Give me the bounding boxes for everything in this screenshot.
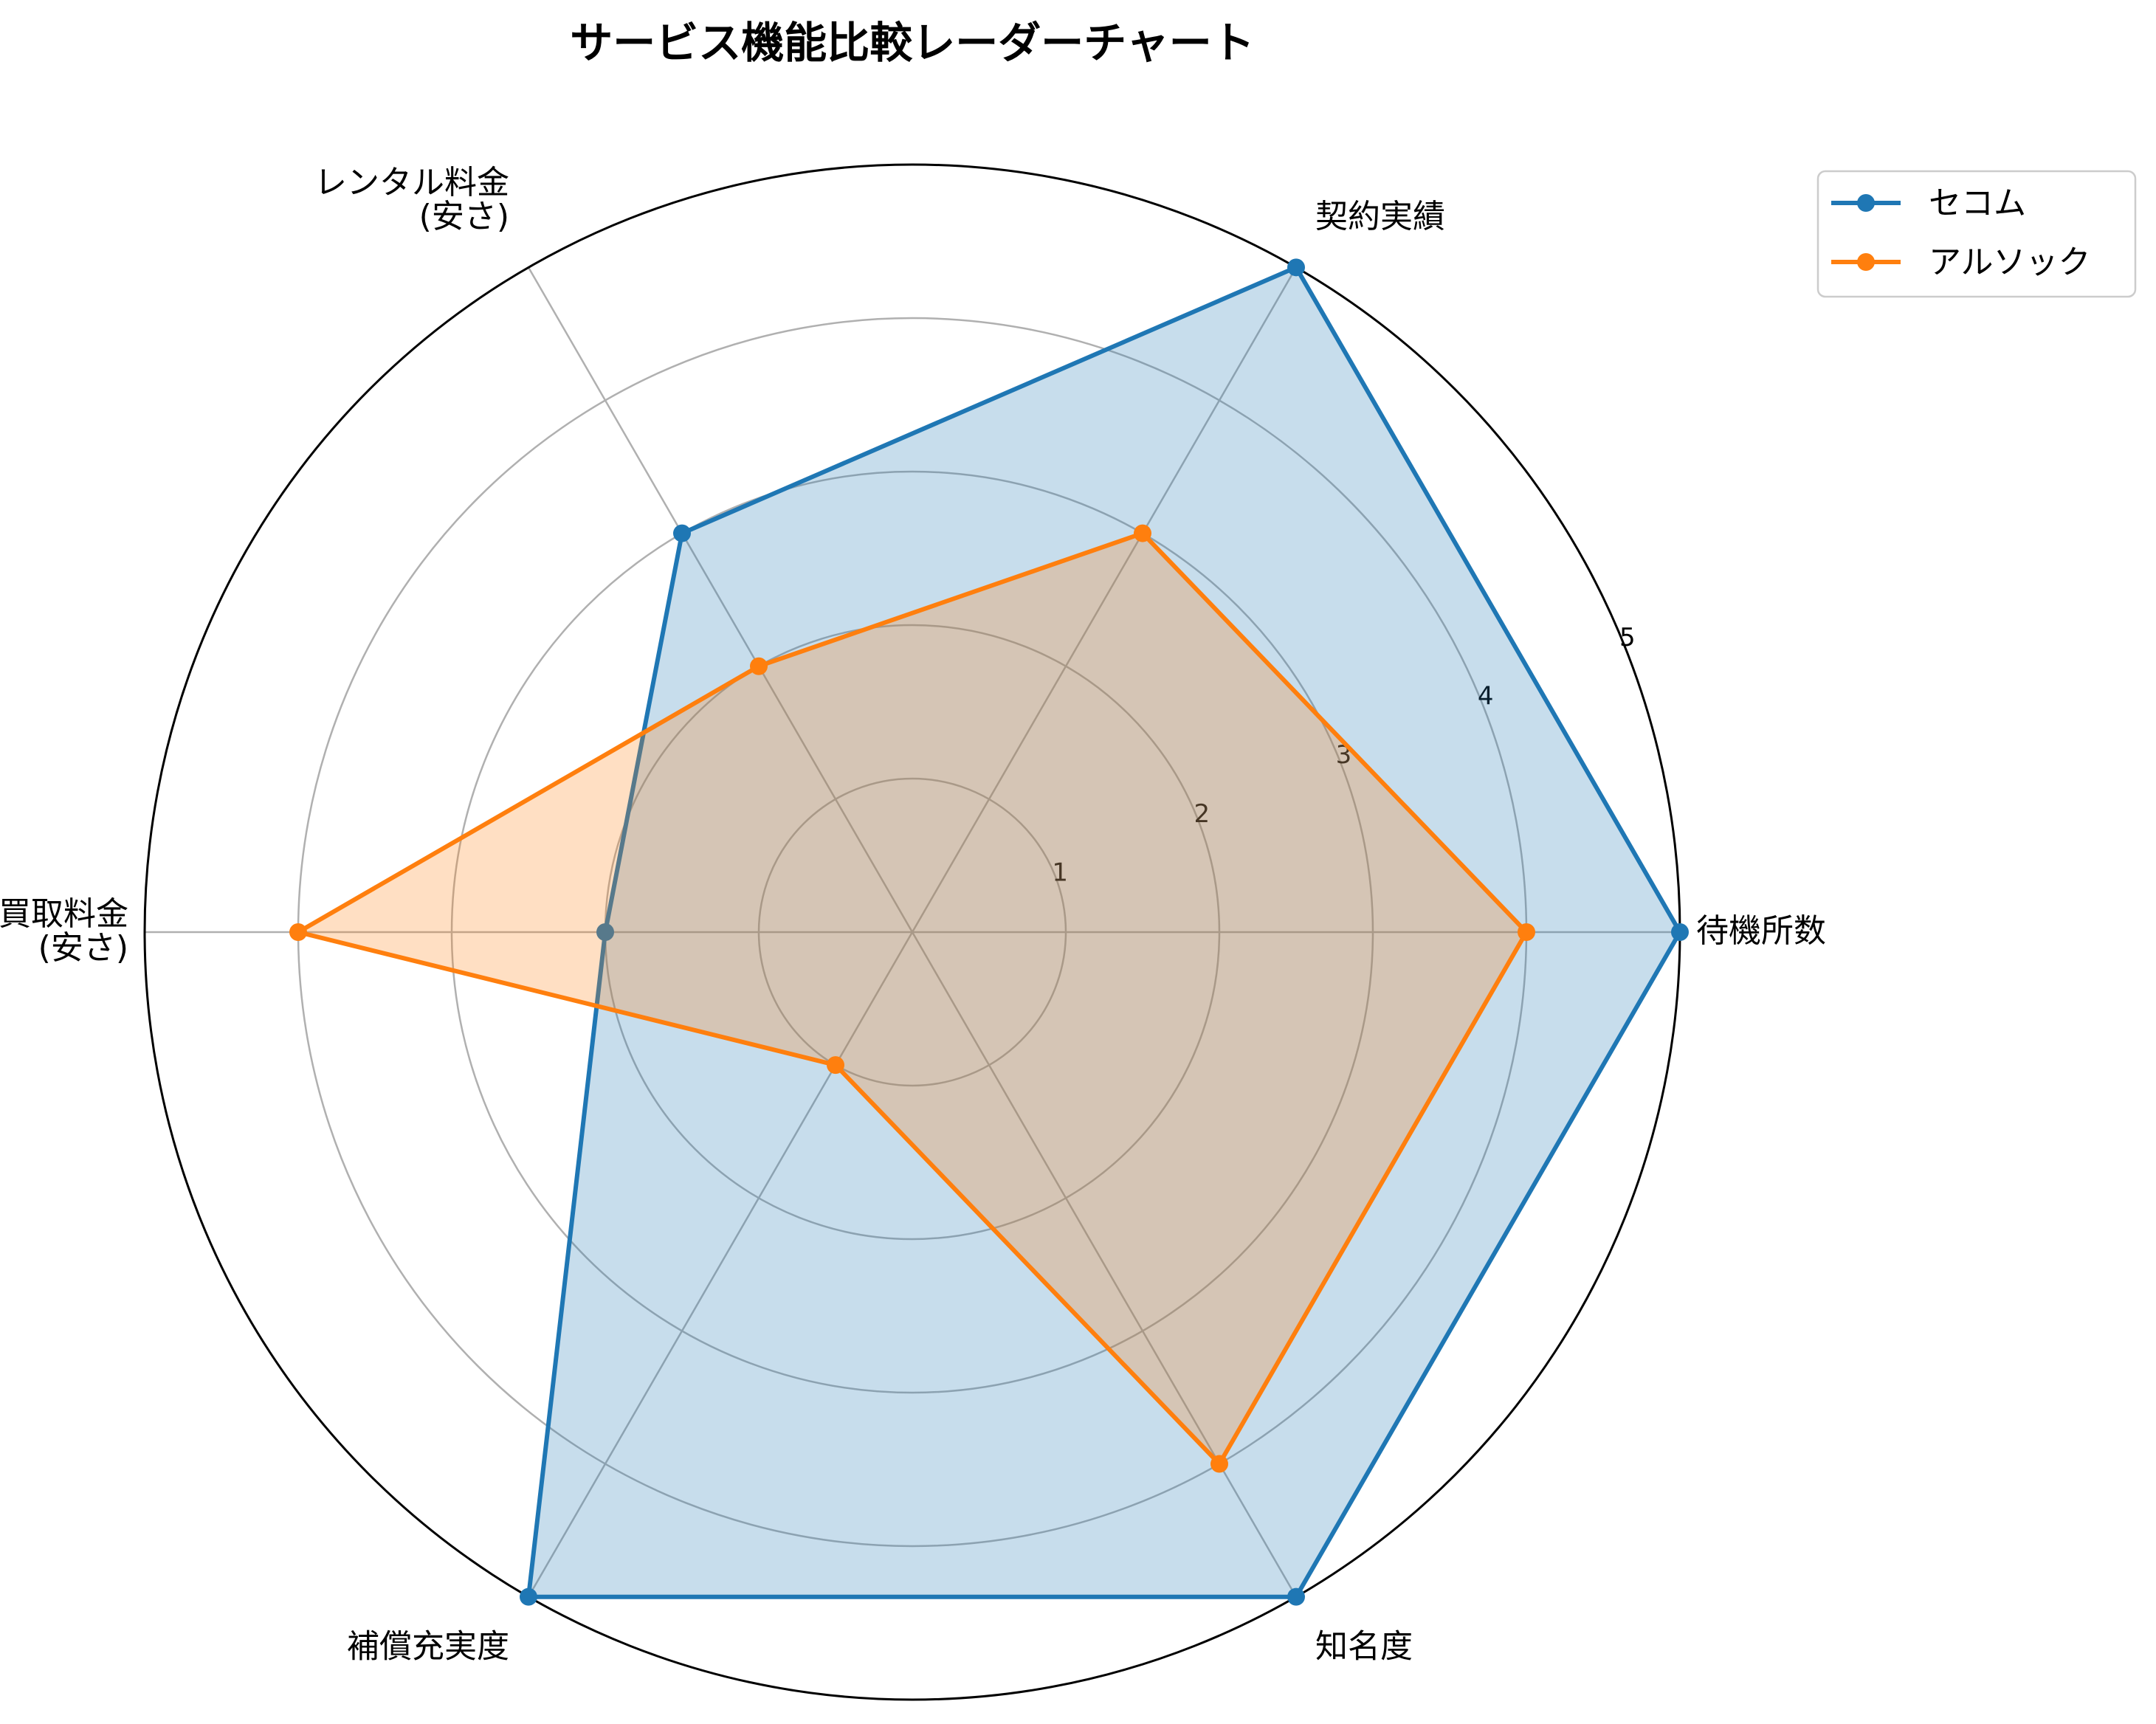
axis-spoke: [911, 266, 1298, 933]
axis-spoke: [527, 931, 914, 1598]
data-point: [1671, 923, 1689, 941]
data-point: [1210, 1455, 1228, 1473]
axis-label: レンタル料金: [314, 164, 509, 201]
data-point: [673, 524, 691, 542]
data-point: [827, 1056, 844, 1075]
legend-label: セコム: [1929, 185, 2026, 222]
r-tick-label: 4: [1478, 682, 1494, 711]
axis-label: (安さ): [38, 929, 128, 967]
data-point: [1287, 1587, 1305, 1606]
r-tick-label: 2: [1194, 799, 1210, 829]
legend-marker: [1857, 194, 1875, 212]
series-layer: [289, 258, 1689, 1606]
axis-spoke: [911, 931, 1298, 1598]
axis-label: 契約実績: [1315, 198, 1445, 235]
data-point: [750, 657, 768, 675]
axis-label: 買取料金: [0, 895, 128, 933]
r-tick-label: 1: [1052, 858, 1068, 887]
series-fill: [528, 267, 1680, 1597]
legend-marker: [1857, 253, 1875, 271]
chart-title: サービス機能比較レーダーチャート: [570, 18, 1254, 68]
axis-label: (安さ): [419, 198, 509, 235]
axis-label: 知名度: [1315, 1627, 1413, 1665]
data-point: [289, 923, 307, 941]
axis-label: 待機所数: [1696, 912, 1826, 950]
data-point: [520, 1587, 537, 1606]
data-point: [1287, 258, 1305, 277]
legend-label: アルソック: [1929, 244, 2091, 281]
series-fill: [298, 533, 1526, 1464]
data-point: [1518, 923, 1535, 941]
data-point: [1134, 524, 1151, 542]
axis-spoke: [527, 266, 914, 933]
axis-label: 補償充実度: [347, 1627, 509, 1665]
data-point: [596, 923, 614, 941]
